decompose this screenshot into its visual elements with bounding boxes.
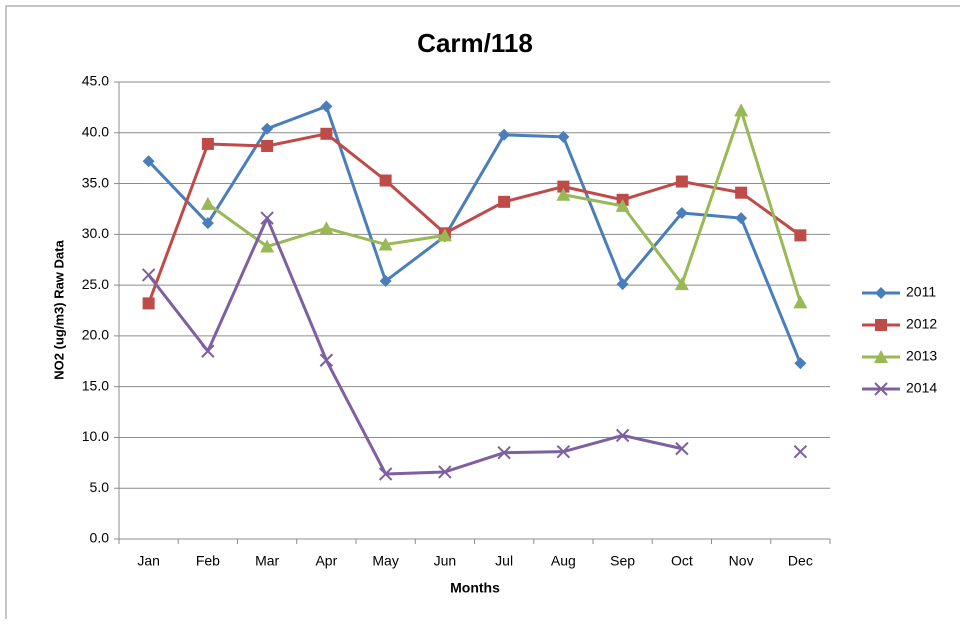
- data-point: [261, 139, 274, 152]
- data-point: [379, 275, 392, 288]
- y-tick-label: 15.0: [82, 377, 109, 393]
- data-point: [674, 277, 689, 291]
- legend-marker: [874, 382, 888, 396]
- x-tick-label: Sep: [610, 553, 635, 569]
- x-tick-label: Dec: [788, 553, 813, 569]
- y-tick-label: 10.0: [82, 428, 109, 444]
- x-tick-label: Aug: [551, 553, 576, 569]
- chart-title: Carm/118: [417, 28, 533, 58]
- data-point: [320, 100, 333, 113]
- data-point: [616, 278, 629, 291]
- data-point: [734, 103, 749, 117]
- y-tick-label: 35.0: [82, 174, 109, 190]
- y-tick-label: 25.0: [82, 276, 109, 292]
- x-tick-label: Mar: [255, 553, 279, 569]
- data-point: [793, 295, 808, 309]
- x-tick-label: Jan: [137, 553, 160, 569]
- y-tick-label: 45.0: [82, 73, 109, 89]
- data-point: [200, 196, 215, 210]
- legend-marker: [874, 350, 888, 363]
- y-tick-label: 30.0: [82, 225, 109, 241]
- x-tick-label: Oct: [671, 553, 693, 569]
- data-point: [794, 229, 807, 242]
- data-point: [201, 137, 214, 150]
- data-point: [141, 268, 156, 282]
- data-point: [793, 444, 808, 459]
- data-point: [260, 239, 275, 253]
- y-axis-label: NO2 (ug/m3) Raw Data: [51, 240, 66, 380]
- data-point: [675, 175, 688, 188]
- y-tick-label: 5.0: [90, 479, 110, 495]
- data-point: [615, 428, 630, 443]
- data-point: [378, 467, 393, 481]
- data-point: [201, 344, 215, 358]
- x-tick-label: Jul: [495, 553, 513, 569]
- data-point: [201, 217, 214, 230]
- x-axis-label: Months: [450, 580, 500, 596]
- legend-marker: [875, 319, 887, 331]
- series-line: [147, 132, 802, 304]
- legend-label: 2013: [906, 348, 937, 364]
- data-point: [261, 122, 274, 135]
- legend-label: 2014: [906, 380, 937, 396]
- y-tick-label: 20.0: [82, 327, 109, 343]
- data-point: [319, 221, 334, 235]
- data-point: [260, 211, 274, 225]
- data-point: [735, 186, 748, 199]
- legend-marker: [875, 287, 887, 299]
- data-point: [675, 207, 688, 220]
- x-tick-label: May: [372, 553, 398, 569]
- data-point: [497, 445, 511, 460]
- x-tick-label: Feb: [196, 553, 220, 569]
- legend-label: 2012: [906, 316, 937, 332]
- data-point: [142, 155, 155, 168]
- data-point: [675, 441, 689, 456]
- data-point: [735, 212, 748, 225]
- x-tick-label: Jun: [434, 553, 457, 569]
- data-point: [379, 174, 392, 187]
- legend-label: 2011: [906, 284, 936, 300]
- data-point: [498, 128, 511, 141]
- data-point: [142, 297, 155, 310]
- y-tick-label: 40.0: [82, 123, 109, 139]
- chart-border: [5, 5, 960, 624]
- data-point: [557, 180, 570, 193]
- y-tick-label: 0.0: [90, 530, 110, 546]
- x-tick-label: Apr: [315, 553, 337, 569]
- data-point: [320, 127, 333, 140]
- data-point: [556, 444, 571, 459]
- data-point: [557, 130, 570, 143]
- data-point: [556, 187, 571, 201]
- data-point: [438, 465, 452, 479]
- data-point: [498, 195, 511, 208]
- data-point: [319, 353, 334, 367]
- data-point: [437, 228, 452, 242]
- data-point: [378, 237, 393, 251]
- data-point: [794, 357, 807, 370]
- x-tick-label: Nov: [729, 553, 754, 569]
- data-point: [615, 198, 630, 212]
